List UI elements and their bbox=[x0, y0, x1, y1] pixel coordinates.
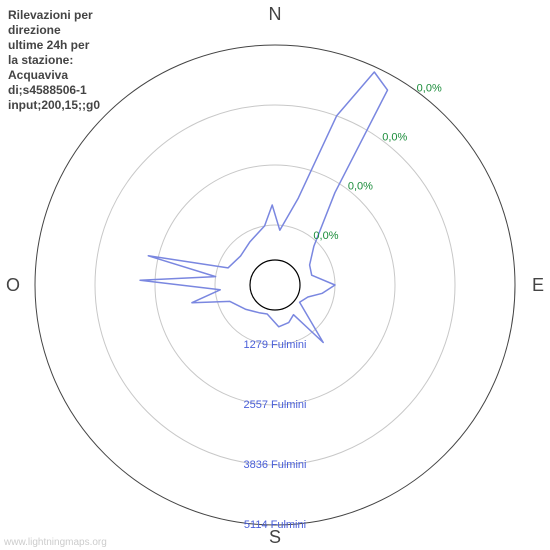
footer-attribution: www.lightningmaps.org bbox=[4, 537, 107, 548]
chart-container: 1279 Fulmini2557 Fulmini3836 Fulmini5114… bbox=[0, 0, 550, 550]
title-line: Rilevazioni per bbox=[8, 8, 100, 23]
title-line: ultime 24h per bbox=[8, 38, 100, 53]
ring-label-percent: 0,0% bbox=[313, 230, 338, 242]
compass-n: N bbox=[269, 4, 282, 25]
title-line: la stazione: bbox=[8, 53, 100, 68]
chart-title: Rilevazioni perdirezioneultime 24h perla… bbox=[8, 8, 100, 113]
title-line: Acquaviva bbox=[8, 68, 100, 83]
ring-label-percent: 0,0% bbox=[348, 181, 373, 193]
title-line: direzione bbox=[8, 23, 100, 38]
ring-label-fulmini: 1279 Fulmini bbox=[244, 339, 307, 351]
ring-label-fulmini: 2557 Fulmini bbox=[244, 399, 307, 411]
compass-e: E bbox=[532, 275, 544, 296]
ring-label-percent: 0,0% bbox=[417, 82, 442, 94]
compass-s: S bbox=[269, 527, 281, 548]
ring-label-fulmini: 3836 Fulmini bbox=[244, 459, 307, 471]
ring-label-percent: 0,0% bbox=[382, 132, 407, 144]
title-line: di;s4588506-1 bbox=[8, 83, 100, 98]
compass-w: O bbox=[6, 275, 20, 296]
title-line: input;200,15;;g0 bbox=[8, 98, 100, 113]
